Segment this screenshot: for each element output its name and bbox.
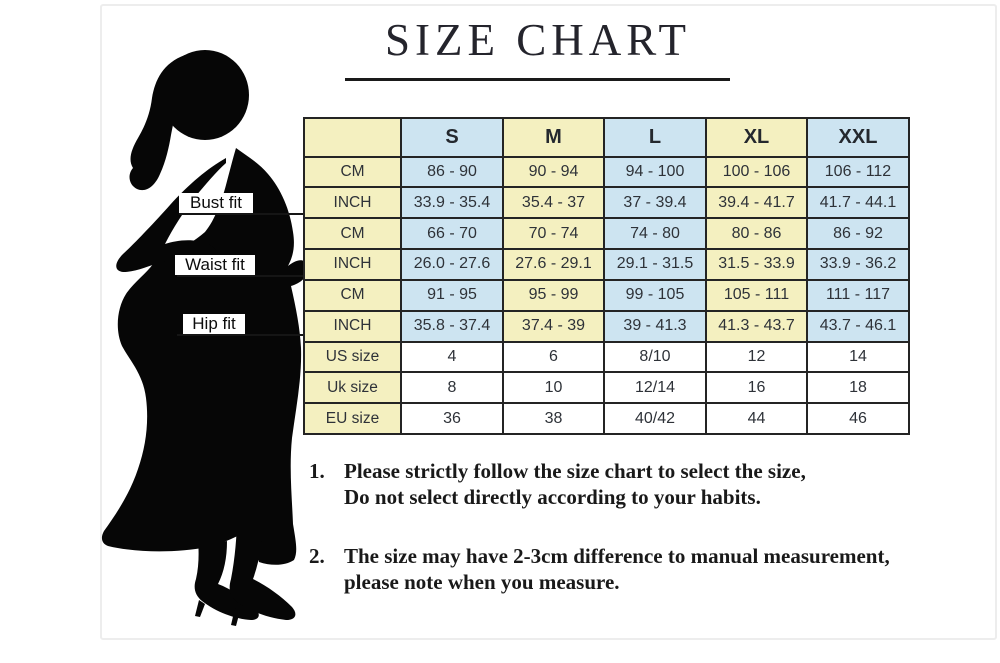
size-value-cell: 44 [705,402,808,435]
note-number: 1. [309,459,325,483]
size-value-cell: 37.4 - 39 [502,309,605,343]
size-value-cell: 10 [502,371,605,405]
row-label: US size [303,340,402,374]
size-value-cell: 8 [400,371,504,405]
size-value-cell: 39 - 41.3 [603,309,707,343]
table-row: CM 86 - 90 90 - 94 94 - 100 100 - 106 10… [303,155,910,189]
table-row: INCH 26.0 - 27.6 27.6 - 29.1 29.1 - 31.5… [303,248,910,281]
size-value-cell: 86 - 90 [400,155,504,189]
silhouette-left-heel [195,600,205,617]
row-label: Uk size [303,371,402,405]
size-value-cell: 111 - 117 [806,278,910,312]
notes: 1. Please strictly follow the size chart… [309,458,994,595]
size-value-cell: 33.9 - 35.4 [400,186,504,220]
size-col-header: XXL [806,117,910,158]
size-value-cell: 38 [502,402,605,435]
table-row: US size 4 6 8/10 12 14 [303,340,910,374]
size-value-cell: 26.0 - 27.6 [400,248,504,281]
size-value-cell: 35.8 - 37.4 [400,309,504,343]
note-line: The size may have 2-3cm difference to ma… [344,544,890,568]
size-value-cell: 16 [705,371,808,405]
size-col-header: S [400,117,504,158]
size-value-cell: 90 - 94 [502,155,605,189]
bust-fit-line [179,213,304,215]
size-value-cell: 86 - 92 [806,217,910,251]
note-item: 1. Please strictly follow the size chart… [309,458,994,510]
bust-fit-label: Bust fit [179,193,253,213]
size-value-cell: 41.3 - 43.7 [705,309,808,343]
note-text: The size may have 2-3cm difference to ma… [344,543,994,595]
silhouette-right-leg [229,514,296,620]
size-value-cell: 18 [806,371,910,405]
hip-fit-label: Hip fit [183,314,245,334]
size-value-cell: 36 [400,402,504,435]
size-value-cell: 95 - 99 [502,278,605,312]
size-value-cell: 35.4 - 37 [502,186,605,220]
title-underline [345,78,730,81]
silhouette-arm [116,158,226,272]
note-line: Please strictly follow the size chart to… [344,459,806,483]
row-label: INCH [303,248,402,281]
note-item: 2. The size may have 2-3cm difference to… [309,543,994,595]
waist-fit-label: Waist fit [175,255,255,275]
size-value-cell: 37 - 39.4 [603,186,707,220]
silhouette-right-heel [231,608,240,626]
silhouette-hair [129,55,185,191]
corner-cell [303,117,402,158]
size-header-row: S M L XL XXL [303,117,910,158]
waist-fit-line [177,275,304,277]
size-col-header: M [502,117,605,158]
size-value-cell: 12/14 [603,371,707,405]
size-table: S M L XL XXL CM 86 - 90 90 - 94 94 - 100… [303,117,910,435]
size-value-cell: 39.4 - 41.7 [705,186,808,220]
row-label: INCH [303,186,402,220]
table-row: Uk size 8 10 12/14 16 18 [303,371,910,405]
row-label: EU size [303,402,402,435]
note-text: Please strictly follow the size chart to… [344,458,994,510]
size-value-cell: 70 - 74 [502,217,605,251]
table-row: CM 66 - 70 70 - 74 74 - 80 80 - 86 86 - … [303,217,910,251]
row-label: CM [303,278,402,312]
table-row: EU size 36 38 40/42 44 46 [303,402,910,435]
size-value-cell: 94 - 100 [603,155,707,189]
size-value-cell: 12 [705,340,808,374]
size-col-header: XL [705,117,808,158]
table-row: INCH 33.9 - 35.4 35.4 - 37 37 - 39.4 39.… [303,186,910,220]
size-value-cell: 106 - 112 [806,155,910,189]
size-value-cell: 14 [806,340,910,374]
size-value-cell: 31.5 - 33.9 [705,248,808,281]
hip-fit-line [177,334,304,336]
size-value-cell: 40/42 [603,402,707,435]
size-value-cell: 4 [400,340,504,374]
size-value-cell: 46 [806,402,910,435]
image-border-frame [100,4,997,640]
size-value-cell: 100 - 106 [705,155,808,189]
woman-silhouette [101,50,308,626]
silhouette-body [101,148,308,565]
note-line: Do not select directly according to your… [344,485,761,509]
row-label: CM [303,155,402,189]
size-value-cell: 27.6 - 29.1 [502,248,605,281]
note-number: 2. [309,544,325,568]
size-value-cell: 91 - 95 [400,278,504,312]
size-value-cell: 33.9 - 36.2 [806,248,910,281]
size-col-header: L [603,117,707,158]
size-value-cell: 8/10 [603,340,707,374]
size-value-cell: 105 - 111 [705,278,808,312]
size-value-cell: 29.1 - 31.5 [603,248,707,281]
size-value-cell: 43.7 - 46.1 [806,309,910,343]
size-value-cell: 74 - 80 [603,217,707,251]
row-label: CM [303,217,402,251]
table-row: CM 91 - 95 95 - 99 99 - 105 105 - 111 11… [303,278,910,312]
size-value-cell: 41.7 - 44.1 [806,186,910,220]
row-label: INCH [303,309,402,343]
note-line: please note when you measure. [344,570,620,594]
size-value-cell: 6 [502,340,605,374]
size-value-cell: 66 - 70 [400,217,504,251]
table-row: INCH 35.8 - 37.4 37.4 - 39 39 - 41.3 41.… [303,309,910,343]
size-value-cell: 80 - 86 [705,217,808,251]
size-value-cell: 99 - 105 [603,278,707,312]
page-title: SIZE CHART [384,15,692,65]
